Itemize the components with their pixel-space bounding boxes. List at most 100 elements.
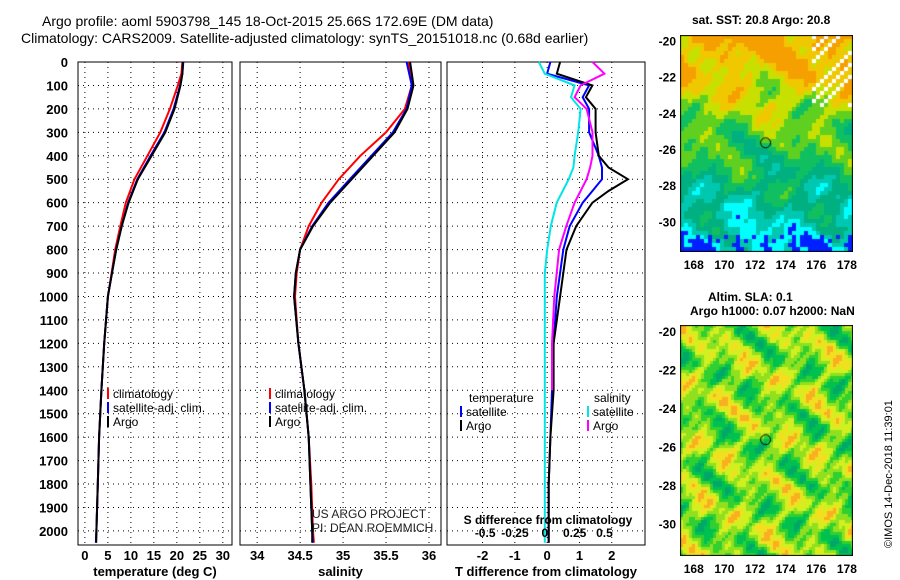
series-line-t-argo <box>547 61 630 543</box>
y-tick-label: 500 <box>46 172 68 187</box>
sla-map-title-line2: Argo h1000: 0.07 h2000: NaN <box>690 304 855 318</box>
y-tick-label: 100 <box>46 78 68 93</box>
s-diff-tick-label: 0 <box>541 526 548 540</box>
map-x-tick-label: 174 <box>776 258 796 272</box>
map-x-tick-label: 176 <box>806 258 826 272</box>
y-tick-label: 1300 <box>39 360 68 375</box>
y-tick-label: 0 <box>61 55 68 70</box>
legend-entry: Argo <box>275 415 301 429</box>
legend-entry: climatology <box>113 387 173 401</box>
map-x-tick-label: 178 <box>837 562 857 576</box>
legend-entry: Argo <box>466 419 492 433</box>
difference-panel <box>446 61 646 546</box>
series-line-argo <box>95 61 184 543</box>
y-tick-label: 1800 <box>39 477 68 492</box>
axes-frame <box>239 61 442 546</box>
y-tick-label: 700 <box>46 219 68 234</box>
x-tick-label: 1 <box>576 548 583 563</box>
x-tick-label: -1 <box>509 548 521 563</box>
credit-project: US ARGO PROJECT <box>312 507 427 521</box>
map-y-tick-label: -26 <box>659 143 677 157</box>
x-tick-label: 35.5 <box>373 548 398 563</box>
y-tick-label: 600 <box>46 196 68 211</box>
credit-pi: PI: DEAN ROEMMICH <box>312 521 434 535</box>
map-x-tick-label: 170 <box>714 258 734 272</box>
y-tick-label: 1100 <box>40 313 68 328</box>
timestamp: ©IMOS 14-Dec-2018 11:39:01 <box>883 400 895 548</box>
y-tick-label: 1900 <box>39 500 68 515</box>
legend-title-salinity: salinity <box>594 391 631 405</box>
x-tick-label: 15 <box>147 548 161 563</box>
x-tick-label: 36 <box>422 548 436 563</box>
map-x-tick-label: 168 <box>684 258 704 272</box>
x-tick-label: 30 <box>216 548 230 563</box>
sst-map-image <box>680 35 853 252</box>
legend-entry: satellite-adj. clim. <box>113 401 205 415</box>
legend-entry: Argo <box>593 419 619 433</box>
y-tick-label: 400 <box>46 149 68 164</box>
figure-title-line2: Climatology: CARS2009. Satellite-adjuste… <box>21 30 589 46</box>
map-x-tick-label: 172 <box>745 258 765 272</box>
map-y-tick-label: -24 <box>659 107 677 121</box>
x-axis-label: salinity <box>318 564 364 579</box>
map-y-tick-label: -28 <box>659 479 677 493</box>
sst-map-title: sat. SST: 20.8 Argo: 20.8 <box>692 13 831 27</box>
temperature-panel <box>77 61 233 546</box>
x-tick-label: 0 <box>544 548 551 563</box>
y-tick-label: 1600 <box>39 430 68 445</box>
series-line-s-argo <box>551 61 607 391</box>
s-diff-tick-label: 0.25 <box>563 526 587 540</box>
x-axis-label: temperature (deg C) <box>93 564 217 579</box>
legend-entry: satellite <box>593 405 634 419</box>
map-y-tick-label: -26 <box>659 440 677 454</box>
x-tick-label: 35 <box>336 548 350 563</box>
s-diff-tick-label: -0.5 <box>475 526 496 540</box>
map-x-tick-label: 168 <box>684 562 704 576</box>
legend-title-temperature: temperature <box>469 391 534 405</box>
y-tick-label: 800 <box>46 243 68 258</box>
sla-map-title-line1: Altim. SLA: 0.1 <box>708 290 793 304</box>
map-y-tick-label: -20 <box>659 34 677 48</box>
y-tick-label: 1500 <box>39 407 68 422</box>
map-x-tick-label: 172 <box>745 562 765 576</box>
axes-frame <box>77 61 233 546</box>
y-tick-label: 1200 <box>39 336 68 351</box>
map-x-tick-label: 174 <box>776 562 796 576</box>
series-line-s-satellite <box>537 61 582 543</box>
x-tick-label: 0 <box>81 548 88 563</box>
y-tick-label: 1400 <box>39 383 68 398</box>
s-diff-axis-label: S difference from climatology <box>464 513 633 527</box>
y-tick-label: 900 <box>46 266 68 281</box>
series-line-climatology <box>94 61 184 543</box>
map-y-tick-label: -24 <box>659 402 677 416</box>
x-axis-label: T difference from climatology <box>455 564 638 579</box>
x-tick-label: 10 <box>124 548 138 563</box>
map-y-tick-label: -22 <box>659 71 677 85</box>
series-line-argo <box>293 61 415 543</box>
legend-entry: satellite <box>466 405 507 419</box>
x-tick-label: -2 <box>477 548 489 563</box>
series-line-satellite-adj-clim- <box>94 61 185 543</box>
legend-entry: Argo <box>113 415 139 429</box>
legend-entry: climatology <box>275 387 335 401</box>
series-line-t-satellite <box>545 61 603 543</box>
x-tick-label: 25 <box>193 548 207 563</box>
sla-map-image <box>680 325 853 556</box>
map-y-tick-label: -30 <box>659 215 677 229</box>
map-y-tick-label: -20 <box>659 325 677 339</box>
map-y-tick-label: -28 <box>659 179 677 193</box>
salinity-panel <box>239 61 442 546</box>
x-tick-label: 5 <box>104 548 111 563</box>
y-tick-label: 200 <box>46 102 68 117</box>
map-y-tick-label: -22 <box>659 363 677 377</box>
map-x-tick-label: 176 <box>806 562 826 576</box>
x-tick-label: 34.5 <box>287 548 312 563</box>
y-tick-label: 1700 <box>39 454 68 469</box>
y-tick-label: 2000 <box>39 524 68 539</box>
map-y-tick-label: -30 <box>659 517 677 531</box>
map-x-tick-label: 170 <box>714 562 734 576</box>
y-tick-label: 300 <box>46 125 68 140</box>
legend-entry: satellite-adj. clim. <box>275 401 367 415</box>
axes-frame <box>446 61 646 546</box>
